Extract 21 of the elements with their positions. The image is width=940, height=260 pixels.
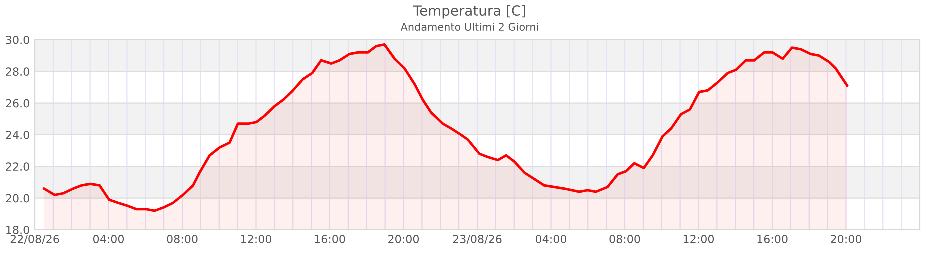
y-tick-label: 28.0	[6, 68, 30, 76]
y-tick-label: 24.0	[6, 130, 30, 140]
y-tick-label: 20.0	[6, 194, 30, 203]
chart-title: Temperatura [C]	[413, 5, 526, 19]
x-tick-label: 16:00	[315, 235, 346, 244]
x-tick-label: 08:00	[610, 235, 640, 244]
x-tick-label: 12:00	[241, 235, 272, 244]
x-tick-label: 22/08/26	[10, 235, 60, 244]
y-tick-label: 26.0	[6, 99, 30, 108]
x-tick-label: 04:00	[536, 235, 567, 244]
x-tick-label: 20:00	[831, 235, 862, 244]
y-tick-label: 18.0	[6, 226, 30, 234]
x-tick-label: 04:00	[93, 235, 124, 244]
y-tick-label: 30.0	[6, 36, 30, 44]
x-tick-label: 16:00	[758, 235, 788, 244]
y-tick-label: 22.0	[6, 162, 30, 172]
chart-subtitle: Andamento Ultimi 2 Giorni	[400, 22, 538, 32]
x-tick-label: 08:00	[167, 235, 198, 244]
x-tick-label: 12:00	[684, 235, 714, 244]
x-tick-label: 23/08/26	[453, 235, 502, 244]
x-tick-label: 20:00	[388, 235, 420, 244]
